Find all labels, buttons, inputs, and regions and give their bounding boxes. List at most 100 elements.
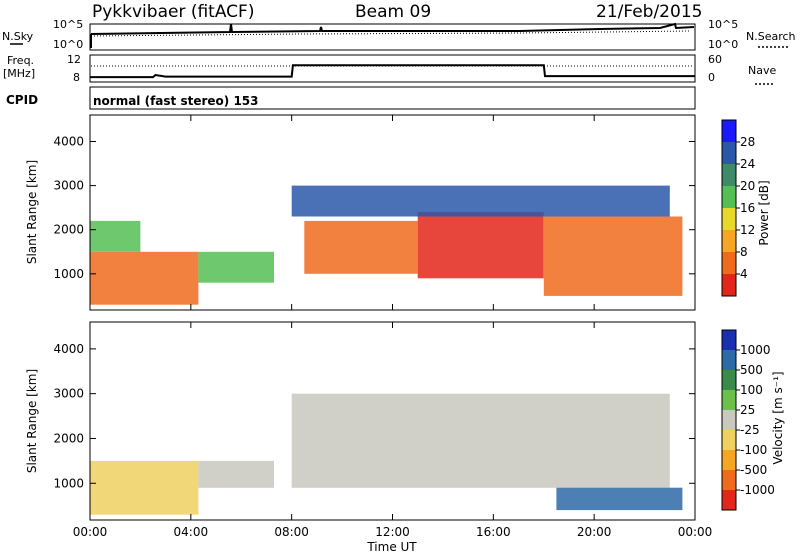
power-ytick-label-2: 3000	[53, 179, 84, 193]
vel-cbar-seg-7	[722, 470, 736, 490]
vel-xtick-label-0: 00:00	[73, 525, 108, 539]
power-cbar-seg-5	[722, 230, 736, 252]
x-axis-title: Time UT	[366, 540, 417, 554]
power-region-0	[90, 251, 199, 305]
vel-cbar-label-4: -25	[740, 423, 760, 437]
nsky-label: N.Sky	[2, 30, 34, 43]
vel-cbar-label-1: 500	[740, 363, 763, 377]
nave-tick-top: 60	[708, 53, 722, 66]
power-cbar-seg-1	[722, 142, 736, 164]
power-x-axis	[89, 115, 696, 310]
nave-tick-bottom: 0	[708, 71, 715, 84]
power-cbar-label-0: 4	[740, 267, 748, 281]
vel-cbar-label-0: 1000	[740, 343, 771, 357]
velocity-colorbar: 1000 500 100 25 -25 -100 -500 -1000	[721, 329, 775, 511]
vel-cbar-seg-8	[722, 490, 736, 510]
vel-ytick-label-3: 4000	[53, 342, 84, 356]
power-cbar-label-5: 24	[740, 157, 755, 171]
vel-cbar-seg-0	[722, 330, 736, 350]
vel-region-2	[291, 393, 670, 488]
vel-cbar-seg-4	[722, 410, 736, 430]
velocity-y-axis: 1000 2000 3000 4000	[53, 342, 695, 490]
freq-tick-top: 12	[67, 53, 81, 66]
power-cbar-label-4: 20	[740, 179, 755, 193]
power-cbar-label-1: 8	[740, 245, 748, 259]
power-colorbar: 4 8 12 16 20 24 28	[721, 119, 755, 297]
vel-cbar-frame	[721, 329, 737, 511]
velocity-regions	[90, 393, 683, 515]
freq-tick-bottom: 8	[73, 71, 80, 84]
power-ytick-label-0: 1000	[53, 267, 84, 281]
velocity-ylabel: Slant Range [km]	[25, 369, 39, 473]
nsky-tick-bottom: 10^0	[53, 38, 83, 51]
vel-ytick-label-2: 3000	[53, 387, 84, 401]
cpid-panel: CPID normal (fast stereo) 153	[6, 86, 696, 110]
beam-label: Beam 09	[355, 2, 431, 22]
nsearch-tick-top: 10^5	[708, 18, 738, 31]
nsearch-tick-bottom: 10^0	[708, 38, 738, 51]
vel-cbar-label-6: -500	[740, 463, 767, 477]
vel-cbar-seg-5	[722, 430, 736, 450]
power-cbar-label-2: 12	[740, 223, 755, 237]
vel-xtick-label-1: 04:00	[174, 525, 209, 539]
vel-cbar-seg-1	[722, 350, 736, 370]
vel-cbar-seg-3	[722, 390, 736, 410]
power-region-5	[543, 216, 683, 296]
power-y-axis: 1000 2000 3000 4000	[53, 134, 695, 281]
power-ytick-label-1: 2000	[53, 223, 84, 237]
vel-cbar-seg-2	[722, 370, 736, 390]
nsky-frame	[89, 23, 696, 51]
vel-region-3	[556, 487, 683, 511]
velocity-x-axis: 00:00 04:00 08:00 12:00 16:00 20:00 00:00	[73, 322, 713, 539]
vel-xtick-label-4: 16:00	[476, 525, 511, 539]
vel-xtick-label-2: 08:00	[274, 525, 309, 539]
freq-label: Freq.	[7, 54, 34, 67]
vel-cbar-label-5: -100	[740, 443, 767, 457]
power-cbar-label-6: 28	[740, 135, 755, 149]
power-ytick-label-3: 4000	[53, 134, 84, 148]
power-region-1	[90, 220, 141, 252]
power-cbar-seg-2	[722, 164, 736, 186]
station-title: Pykkvibaer (fitACF)	[92, 2, 254, 22]
vel-cbar-label-3: 25	[740, 403, 755, 417]
vel-cbar-label-2: 100	[740, 383, 763, 397]
vel-xtick-label-3: 12:00	[375, 525, 410, 539]
power-cbar-seg-3	[722, 186, 736, 208]
power-region-6	[291, 185, 670, 217]
nsky-panel: N.Sky 10^5 10^0 10^5 10^0 N.Search	[2, 18, 796, 51]
velocity-panel: 1000 2000 3000 4000 00:00 04:00 08:00 12:00 16:…	[25, 321, 785, 539]
vel-cbar-seg-6	[722, 450, 736, 470]
power-cbar-seg-4	[722, 208, 736, 230]
vel-region-0	[90, 460, 199, 515]
power-region-3	[304, 220, 418, 274]
nsky-tick-top: 10^5	[53, 18, 83, 31]
power-regions	[90, 185, 683, 305]
power-cbar-seg-0	[722, 120, 736, 142]
power-cbar-label-3: 16	[740, 201, 755, 215]
nave-label: Nave	[748, 64, 776, 77]
power-ylabel: Slant Range [km]	[25, 160, 39, 264]
power-cbar-seg-6	[722, 252, 736, 274]
freq-series	[90, 64, 695, 79]
nsky-series	[90, 22, 695, 48]
power-cbar-seg-7	[722, 274, 736, 296]
cpid-label: CPID	[6, 93, 38, 107]
velocity-cbar-label: Velocity [m s⁻¹]	[771, 371, 785, 464]
vel-xtick-label-6: 00:00	[678, 525, 713, 539]
vel-ytick-label-0: 1000	[53, 476, 84, 490]
vel-ytick-label-1: 2000	[53, 431, 84, 445]
cpid-frame	[89, 86, 696, 110]
cpid-text: normal (fast stereo) 153	[93, 94, 259, 108]
vel-cbar-label-7: -1000	[740, 483, 775, 497]
vel-region-1	[198, 460, 274, 488]
power-cbar-label: Power [dB]	[757, 180, 771, 245]
vel-xtick-label-5: 20:00	[577, 525, 612, 539]
power-panel: 1000 2000 3000 4000 Slant Range [km] 4 8 12 16…	[25, 114, 771, 311]
power-region-2	[198, 251, 274, 283]
power-region-4	[417, 212, 544, 279]
nsearch-label: N.Search	[746, 30, 796, 43]
freq-unit: [MHz]	[3, 67, 35, 80]
freq-panel: Freq. [MHz] 12 8 60 0 Nave	[3, 53, 776, 85]
freq-frame	[89, 54, 696, 83]
